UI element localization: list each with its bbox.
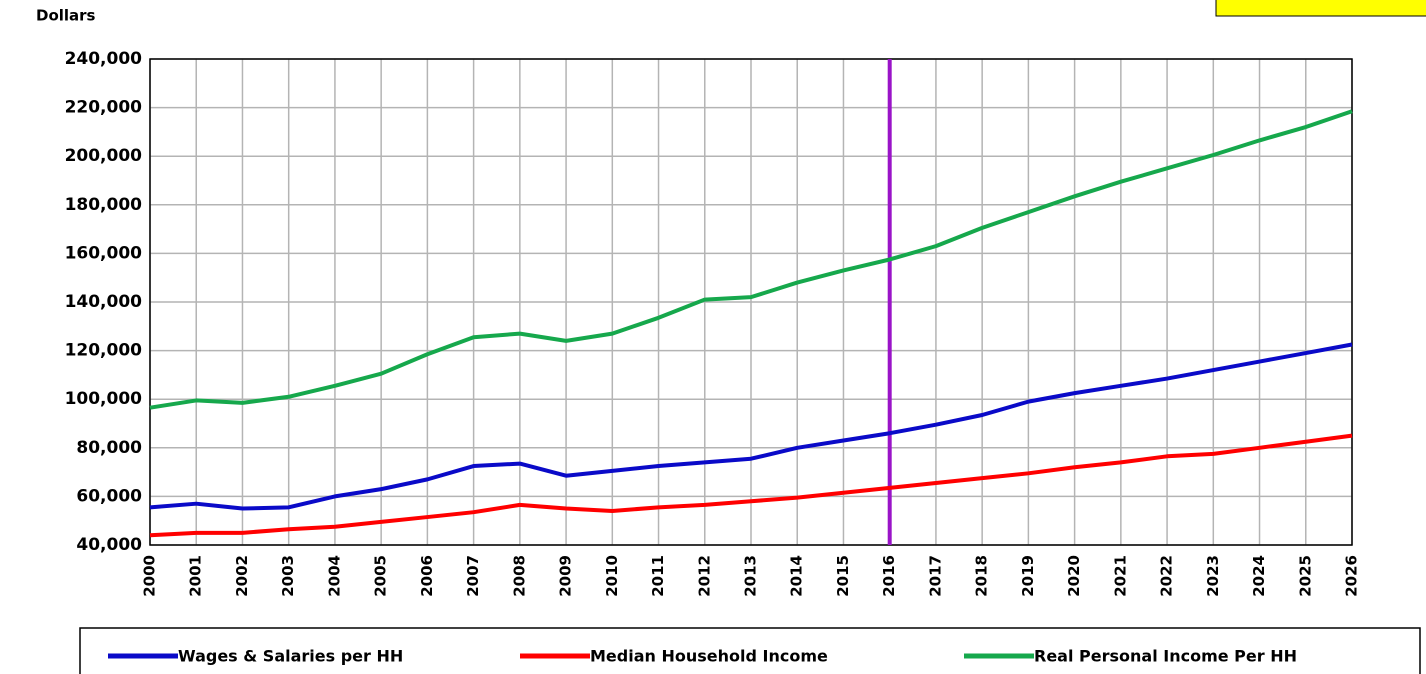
y-tick-label: 120,000 (65, 341, 143, 361)
y-tick-label: 160,000 (65, 243, 143, 263)
y-axis-label: Dollars (36, 7, 96, 25)
x-tick-label: 2024 (1250, 555, 1268, 597)
y-tick-label: 240,000 (65, 49, 143, 69)
x-tick-label: 2002 (233, 555, 251, 597)
y-tick-label: 80,000 (76, 438, 142, 458)
x-tick-label: 2000 (141, 555, 159, 597)
legend-label: Real Personal Income Per HH (1034, 647, 1297, 666)
y-tick-label: 100,000 (65, 389, 143, 409)
x-tick-label: 2023 (1204, 555, 1222, 597)
y-tick-label: 60,000 (76, 486, 142, 506)
x-tick-label: 2021 (1111, 555, 1129, 597)
x-tick-label: 2012 (695, 555, 713, 597)
x-tick-label: 2018 (973, 555, 991, 597)
series-line (149, 342, 1353, 511)
x-tick-label: 2014 (788, 555, 806, 597)
x-tick-label: 2001 (187, 555, 205, 597)
y-tick-label: 220,000 (65, 98, 143, 118)
x-tick-label: 2020 (1065, 555, 1083, 597)
x-tick-label: 2025 (1296, 555, 1314, 597)
x-tick-label: 2016 (880, 555, 898, 597)
y-tick-label: 200,000 (65, 146, 143, 166)
legend-label: Median Household Income (590, 647, 828, 666)
legend-box (79, 627, 1421, 674)
x-tick-label: 2011 (649, 555, 667, 597)
x-tick-label: 2013 (742, 555, 760, 597)
x-tick-label: 2015 (834, 555, 852, 597)
x-tick-label: 2008 (510, 555, 528, 597)
x-tick-label: 2009 (557, 555, 575, 597)
x-tick-label: 2017 (926, 555, 944, 597)
y-tick-label: 180,000 (65, 195, 143, 215)
y-tick-label: 140,000 (65, 292, 143, 312)
x-tick-label: 2003 (279, 555, 297, 597)
x-tick-label: 2010 (603, 555, 621, 597)
x-tick-label: 2004 (325, 555, 343, 597)
legend-label: Wages & Salaries per HH (178, 647, 403, 666)
x-tick-label: 2026 (1343, 555, 1361, 597)
plot-border (149, 58, 1353, 546)
corner-box (1215, 0, 1426, 17)
x-tick-label: 2005 (372, 555, 390, 597)
series-line (149, 433, 1353, 538)
series-line (149, 109, 1353, 410)
x-tick-label: 2006 (418, 555, 436, 597)
y-tick-label: 40,000 (76, 535, 142, 555)
x-tick-label: 2022 (1158, 555, 1176, 597)
x-tick-label: 2019 (1019, 555, 1037, 597)
x-tick-label: 2007 (464, 555, 482, 597)
